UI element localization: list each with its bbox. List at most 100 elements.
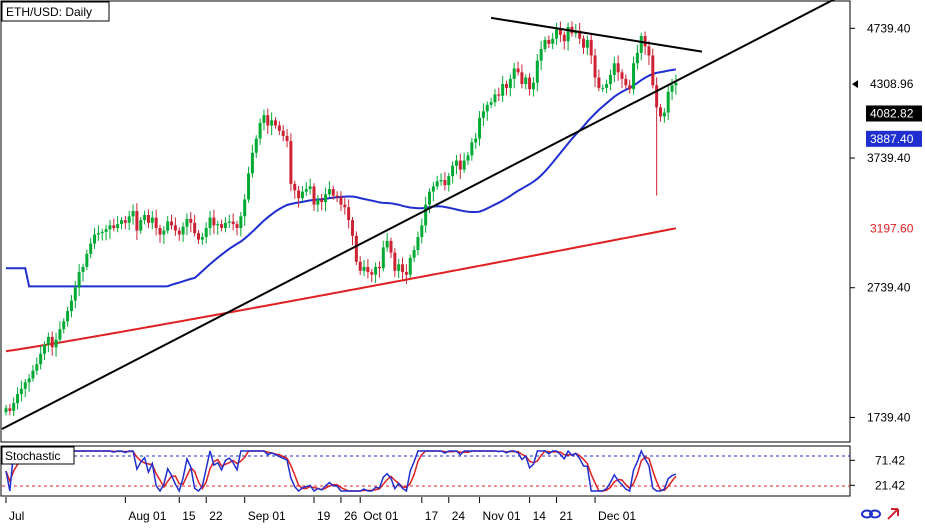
candle-body xyxy=(539,48,543,61)
candle-body xyxy=(485,104,489,112)
candle-body xyxy=(662,112,666,117)
candle-body xyxy=(393,252,397,271)
candle-body xyxy=(143,215,147,221)
candle-body xyxy=(481,111,485,118)
candle-body xyxy=(647,46,651,56)
candle-body xyxy=(366,266,370,273)
candle-body xyxy=(166,221,170,231)
price-label: 4308.96 xyxy=(870,77,914,91)
candle-body xyxy=(601,87,605,89)
candle-body xyxy=(439,179,443,182)
x-tick-label: Nov 01 xyxy=(483,509,521,523)
candle-body xyxy=(162,230,166,235)
link-icon[interactable] xyxy=(861,509,881,519)
candle-body xyxy=(478,117,482,139)
chart-title-text: ETH/USD: Daily xyxy=(6,5,92,19)
y-tick-label: 2739.40 xyxy=(867,281,911,295)
candle-body xyxy=(304,189,308,192)
candle-body xyxy=(23,382,27,389)
candle-body xyxy=(428,191,431,205)
current-price-arrow xyxy=(852,80,858,89)
candle-body xyxy=(69,300,73,311)
candle-body xyxy=(335,195,339,197)
chart-title: ETH/USD: Daily xyxy=(1,1,110,22)
candle-body xyxy=(89,243,93,254)
candle-body xyxy=(27,378,31,383)
x-tick-label: Sep 01 xyxy=(248,509,286,523)
candle-body xyxy=(339,196,343,205)
y-tick-label: 4739.40 xyxy=(867,21,911,35)
candle-body xyxy=(231,221,235,225)
candle-body xyxy=(266,115,270,126)
candle-body xyxy=(4,408,8,413)
stoch-tick-label: 71.42 xyxy=(875,453,905,467)
candle-body xyxy=(270,120,274,126)
candle-body xyxy=(293,183,297,191)
candle-body xyxy=(43,344,46,354)
arrow-icon[interactable] xyxy=(887,508,899,520)
candle-body xyxy=(520,72,524,85)
candle-body xyxy=(281,130,285,136)
candle-body xyxy=(612,63,616,75)
candle-body xyxy=(31,370,35,379)
candle-body xyxy=(316,199,320,205)
x-tick-label: 17 xyxy=(425,509,439,523)
candle-body xyxy=(674,82,678,86)
candle-body xyxy=(555,29,559,39)
candle-body xyxy=(589,39,593,56)
candle-body xyxy=(401,264,405,273)
y-tick-label: 3739.40 xyxy=(867,151,911,165)
ma-slow-line xyxy=(5,227,677,353)
trendlines xyxy=(1,0,836,430)
candlesticks xyxy=(4,21,678,417)
candle-body xyxy=(501,84,505,96)
candle-body xyxy=(543,39,547,49)
candle-body xyxy=(578,30,582,39)
x-tick-label: 21 xyxy=(560,509,574,523)
x-tick-label: 26 xyxy=(344,509,358,523)
candle-body xyxy=(239,216,243,228)
candle-body xyxy=(616,63,620,73)
candle-body xyxy=(46,336,50,345)
candle-body xyxy=(632,63,636,90)
candle-body xyxy=(512,68,516,79)
x-tick-label: 24 xyxy=(452,509,466,523)
candle-body xyxy=(277,125,281,131)
x-tick-label: 15 xyxy=(182,509,196,523)
candle-body xyxy=(216,224,220,226)
price-labels: 4308.96 4082.82 3887.40 3197.60 xyxy=(852,76,922,237)
price-label-box xyxy=(866,130,922,147)
candle-body xyxy=(443,179,447,186)
candle-body xyxy=(123,220,127,223)
x-tick-label: Oct 01 xyxy=(363,509,399,523)
candle-body xyxy=(35,364,39,371)
price-label-box xyxy=(866,76,922,93)
candle-body xyxy=(447,176,451,186)
stoch-tick-label: 21.42 xyxy=(875,478,905,492)
candle-body xyxy=(454,160,458,166)
candle-body xyxy=(531,82,535,90)
price-label: 4082.82 xyxy=(870,106,914,120)
candle-body xyxy=(362,266,366,271)
candle-body xyxy=(605,84,609,88)
candle-body xyxy=(508,78,512,88)
candle-body xyxy=(300,191,304,199)
candle-body xyxy=(54,339,58,348)
candle-body xyxy=(424,204,428,226)
x-tick-label: Dec 01 xyxy=(598,509,636,523)
stochastic-panel: 71.42 21.42 Stochastic xyxy=(0,445,905,497)
price-panel xyxy=(0,0,851,443)
y-tick-label: 1739.40 xyxy=(867,410,911,424)
candle-body xyxy=(643,36,647,47)
candle-body xyxy=(620,72,624,79)
candle-body xyxy=(489,102,493,105)
candle-body xyxy=(73,287,77,301)
candle-body xyxy=(497,94,501,96)
candle-body xyxy=(85,253,89,267)
candle-body xyxy=(12,403,16,411)
candle-body xyxy=(597,77,601,88)
candle-body xyxy=(185,218,189,227)
candle-body xyxy=(135,211,139,231)
price-label: 3887.40 xyxy=(870,132,914,146)
